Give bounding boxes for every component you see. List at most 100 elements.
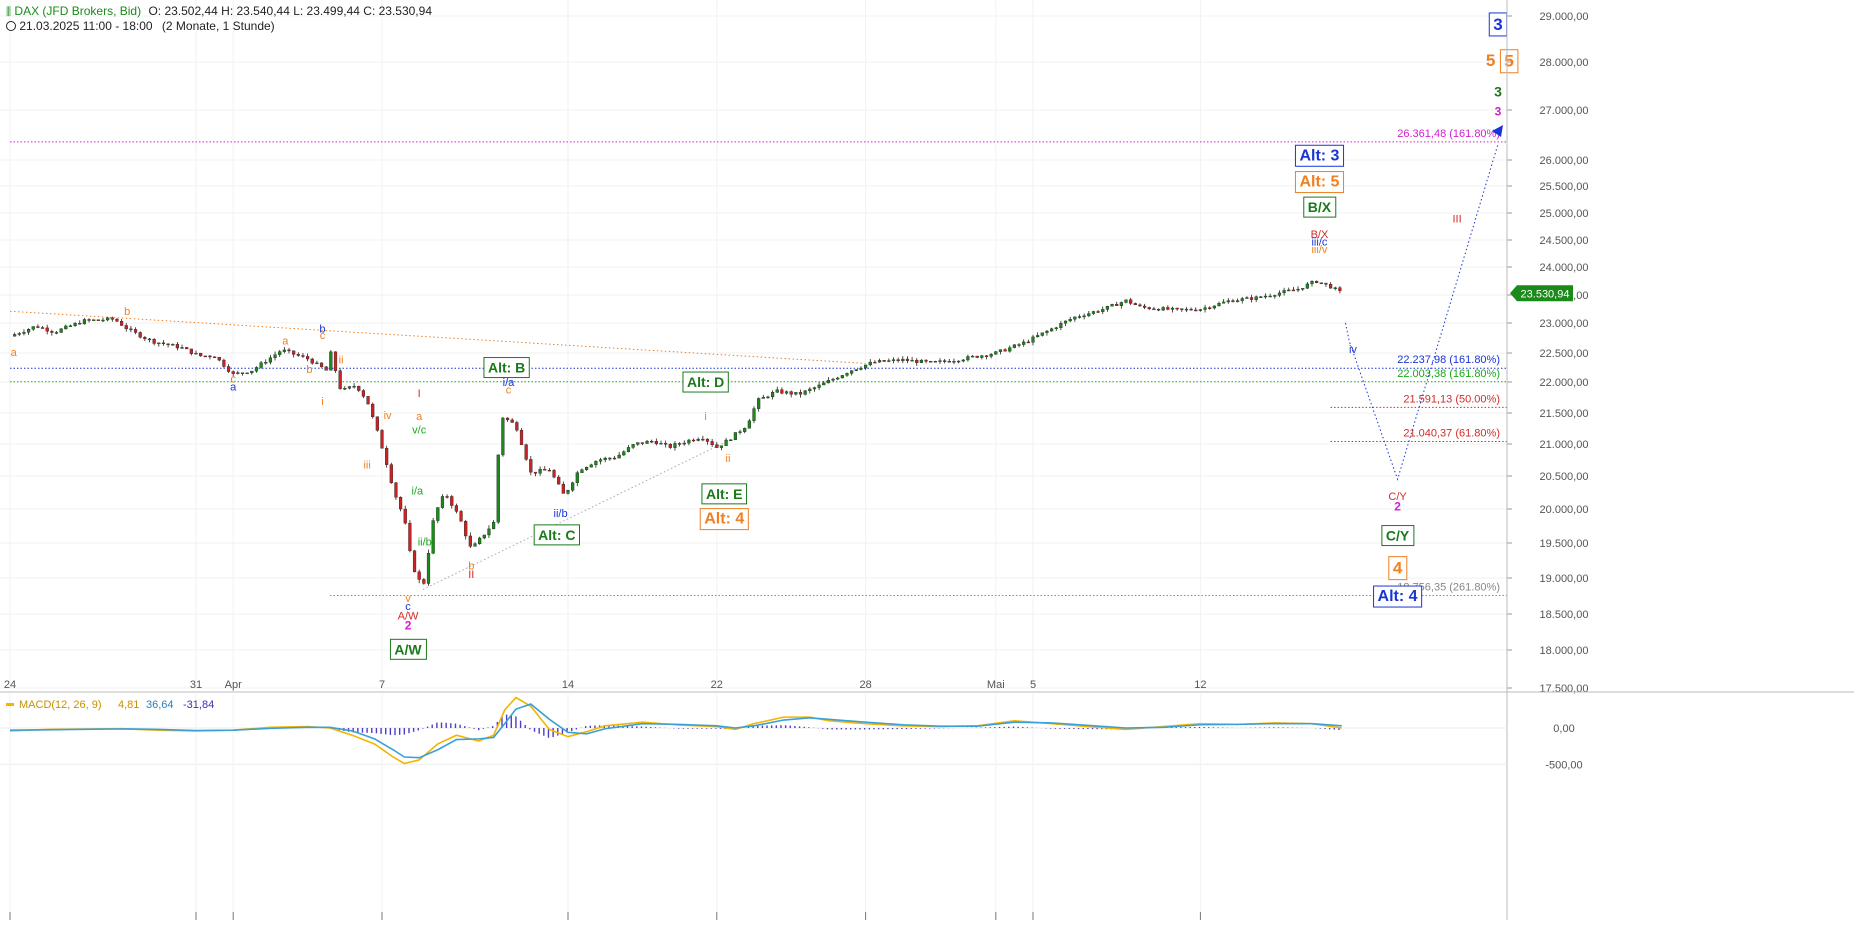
header-line-2: 21.03.2025 11:00 - 18:00 (2 Monate, 1 St… <box>6 19 275 33</box>
candle-body <box>585 466 589 470</box>
candle-body <box>636 442 640 445</box>
wave-box-label: Alt: 3 <box>1299 147 1339 164</box>
time-tick-label: 22 <box>711 679 723 691</box>
projection-layer <box>1344 125 1503 481</box>
candle-body <box>1119 302 1123 306</box>
candle-body <box>924 359 928 362</box>
wave-label: c <box>320 330 326 342</box>
projection-arrow-icon <box>1492 125 1503 137</box>
candle-body <box>375 416 379 431</box>
candle-body <box>147 338 152 341</box>
candle-body <box>315 362 319 365</box>
candle-body <box>161 342 166 345</box>
clock-icon <box>6 21 16 31</box>
time-tick-label: 7 <box>379 679 385 691</box>
wave-label: c <box>506 384 512 396</box>
price-tick-label: 25.000,00 <box>1540 208 1589 220</box>
candle-body <box>775 389 779 393</box>
candle-body <box>217 356 221 361</box>
candle-body <box>817 384 821 388</box>
price-axis-layer: 17.500,00 18.000,00 18.500,00 19.000,00 19.5… <box>1506 0 1589 920</box>
candle-body <box>729 439 733 442</box>
price-tick-label: 28.000,00 <box>1540 57 1589 69</box>
candle-body <box>515 422 519 431</box>
candle-body <box>222 359 226 367</box>
candle-body <box>1040 332 1044 336</box>
fib-level-label: 26.361,48 (161.80%) <box>1397 128 1500 140</box>
time-tick-label: Apr <box>225 679 242 691</box>
candle-body <box>422 579 426 584</box>
price-tick-label: 19.000,00 <box>1540 573 1589 585</box>
wave-label: C/Y <box>1388 491 1407 503</box>
wave-box-label: 3 <box>1493 15 1502 34</box>
wave-box-frame <box>1499 49 1519 74</box>
candle-body <box>64 325 68 330</box>
candle-body <box>152 339 156 344</box>
candle-body <box>1142 305 1147 308</box>
candle-body <box>691 439 696 442</box>
wave-label: v/c <box>412 425 427 437</box>
candle-body <box>552 470 556 478</box>
candle-body <box>110 317 114 320</box>
candle-body <box>868 361 872 366</box>
candle-body <box>501 417 505 456</box>
wave-box-frame <box>1381 525 1415 547</box>
candle-body <box>998 349 1003 352</box>
price-tick-label: 25.500,00 <box>1540 181 1589 193</box>
wave-box-frame <box>682 371 729 393</box>
candle-body <box>901 358 905 362</box>
candle-body <box>887 360 891 362</box>
candle-body <box>106 317 110 321</box>
candle-body <box>50 331 54 333</box>
candle-body <box>957 360 961 363</box>
candle-body <box>1049 328 1054 332</box>
candle-body <box>524 444 528 460</box>
wave-label: iv <box>1349 344 1357 356</box>
candle-body <box>1054 327 1058 329</box>
candle-body <box>119 321 124 326</box>
candle-body <box>701 438 705 441</box>
candle-body <box>882 360 886 362</box>
candle-body <box>771 391 775 398</box>
macd-panel: 0,00 -500,00 MACD(12, 26, 9) 4,81 36,64 -31,8… <box>0 694 1583 912</box>
candle-body <box>1226 300 1230 303</box>
candle-body <box>333 351 338 371</box>
candle-body <box>440 496 445 508</box>
fib-level-label: 22.237,98 (161.80%) <box>1397 354 1500 366</box>
candle-body <box>1138 304 1142 307</box>
wave-box-label: Alt: 4 <box>704 511 744 528</box>
candle-body <box>826 380 830 384</box>
candle-body <box>45 327 49 332</box>
wave-label: II <box>468 569 474 581</box>
candle-body <box>394 482 398 498</box>
candle-body <box>845 373 849 376</box>
candle-body <box>1156 308 1161 311</box>
candle-body <box>975 355 979 358</box>
candle-body <box>82 319 86 325</box>
candle-body <box>1315 280 1319 283</box>
candle-body <box>1212 305 1216 309</box>
candle-body <box>478 537 482 545</box>
candle-body <box>1101 309 1105 312</box>
candle-body <box>1115 304 1119 306</box>
candle-body <box>919 359 923 363</box>
wave-label: a <box>282 335 289 347</box>
candle-body <box>310 358 314 364</box>
candle-body <box>1338 287 1342 292</box>
candle-body <box>1259 296 1263 298</box>
candle-body <box>608 457 612 460</box>
wave-label: b <box>468 560 474 572</box>
price-tick-label: 21.000,00 <box>1540 439 1589 451</box>
price-tick-label: 29.000,00 <box>1540 11 1589 23</box>
last-price-badge <box>1510 285 1573 302</box>
candle-body <box>1291 289 1295 292</box>
candle-body <box>1026 341 1030 344</box>
wave-label: iii <box>363 459 370 471</box>
candle-body <box>1022 341 1026 345</box>
candle-body <box>529 459 533 473</box>
candle-body <box>645 440 649 444</box>
candle-body <box>399 497 403 510</box>
wave-label: i/a <box>412 486 425 498</box>
candle-body <box>1170 307 1175 310</box>
candle-body <box>659 443 663 445</box>
